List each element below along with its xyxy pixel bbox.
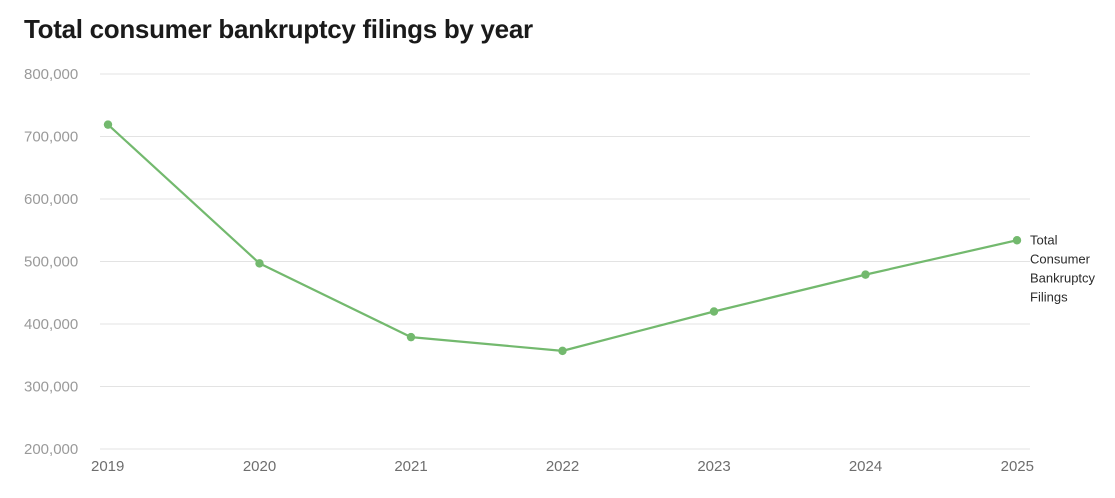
data-point xyxy=(1012,236,1022,245)
data-point xyxy=(103,120,113,129)
x-tick-label: 2023 xyxy=(697,458,730,475)
data-point xyxy=(861,270,870,279)
data-point xyxy=(558,346,567,356)
y-tick-label: 600,000 xyxy=(24,191,78,208)
data-point xyxy=(709,307,719,316)
series-label-line: Filings xyxy=(1030,289,1068,304)
x-tick-label: 2019 xyxy=(91,458,124,475)
y-axis: 200,000 300,000 400,000 500,000 600,000 700,0… xyxy=(24,66,78,458)
series-label-line: Total xyxy=(1030,232,1058,247)
series-label-line: Consumer xyxy=(1030,251,1091,266)
y-tick-label: 300,000 xyxy=(24,379,78,396)
x-tick-label: 2020 xyxy=(243,458,276,475)
series-labels: Total Consumer Bankruptcy Filings xyxy=(1030,232,1096,304)
x-tick-label: 2021 xyxy=(394,458,427,475)
x-tick-label: 2024 xyxy=(849,458,882,475)
series-label-line: Bankruptcy xyxy=(1030,270,1096,285)
data-point xyxy=(406,332,416,342)
data-point xyxy=(255,259,264,268)
y-tick-label: 400,000 xyxy=(24,316,78,333)
gridlines xyxy=(100,73,1030,450)
y-tick-label: 500,000 xyxy=(24,254,78,271)
x-axis: 2019 2020 2021 2022 2023 2024 2025 xyxy=(91,458,1034,475)
y-tick-label: 700,000 xyxy=(24,129,78,146)
x-tick-label: 2025 xyxy=(1001,458,1034,475)
series-layer xyxy=(103,120,1022,356)
y-tick-label: 200,000 xyxy=(24,441,78,458)
chart-title: Total consumer bankruptcy filings by yea… xyxy=(24,14,533,44)
series-line xyxy=(107,123,1018,352)
y-tick-label: 800,000 xyxy=(24,66,78,83)
x-tick-label: 2022 xyxy=(546,458,579,475)
